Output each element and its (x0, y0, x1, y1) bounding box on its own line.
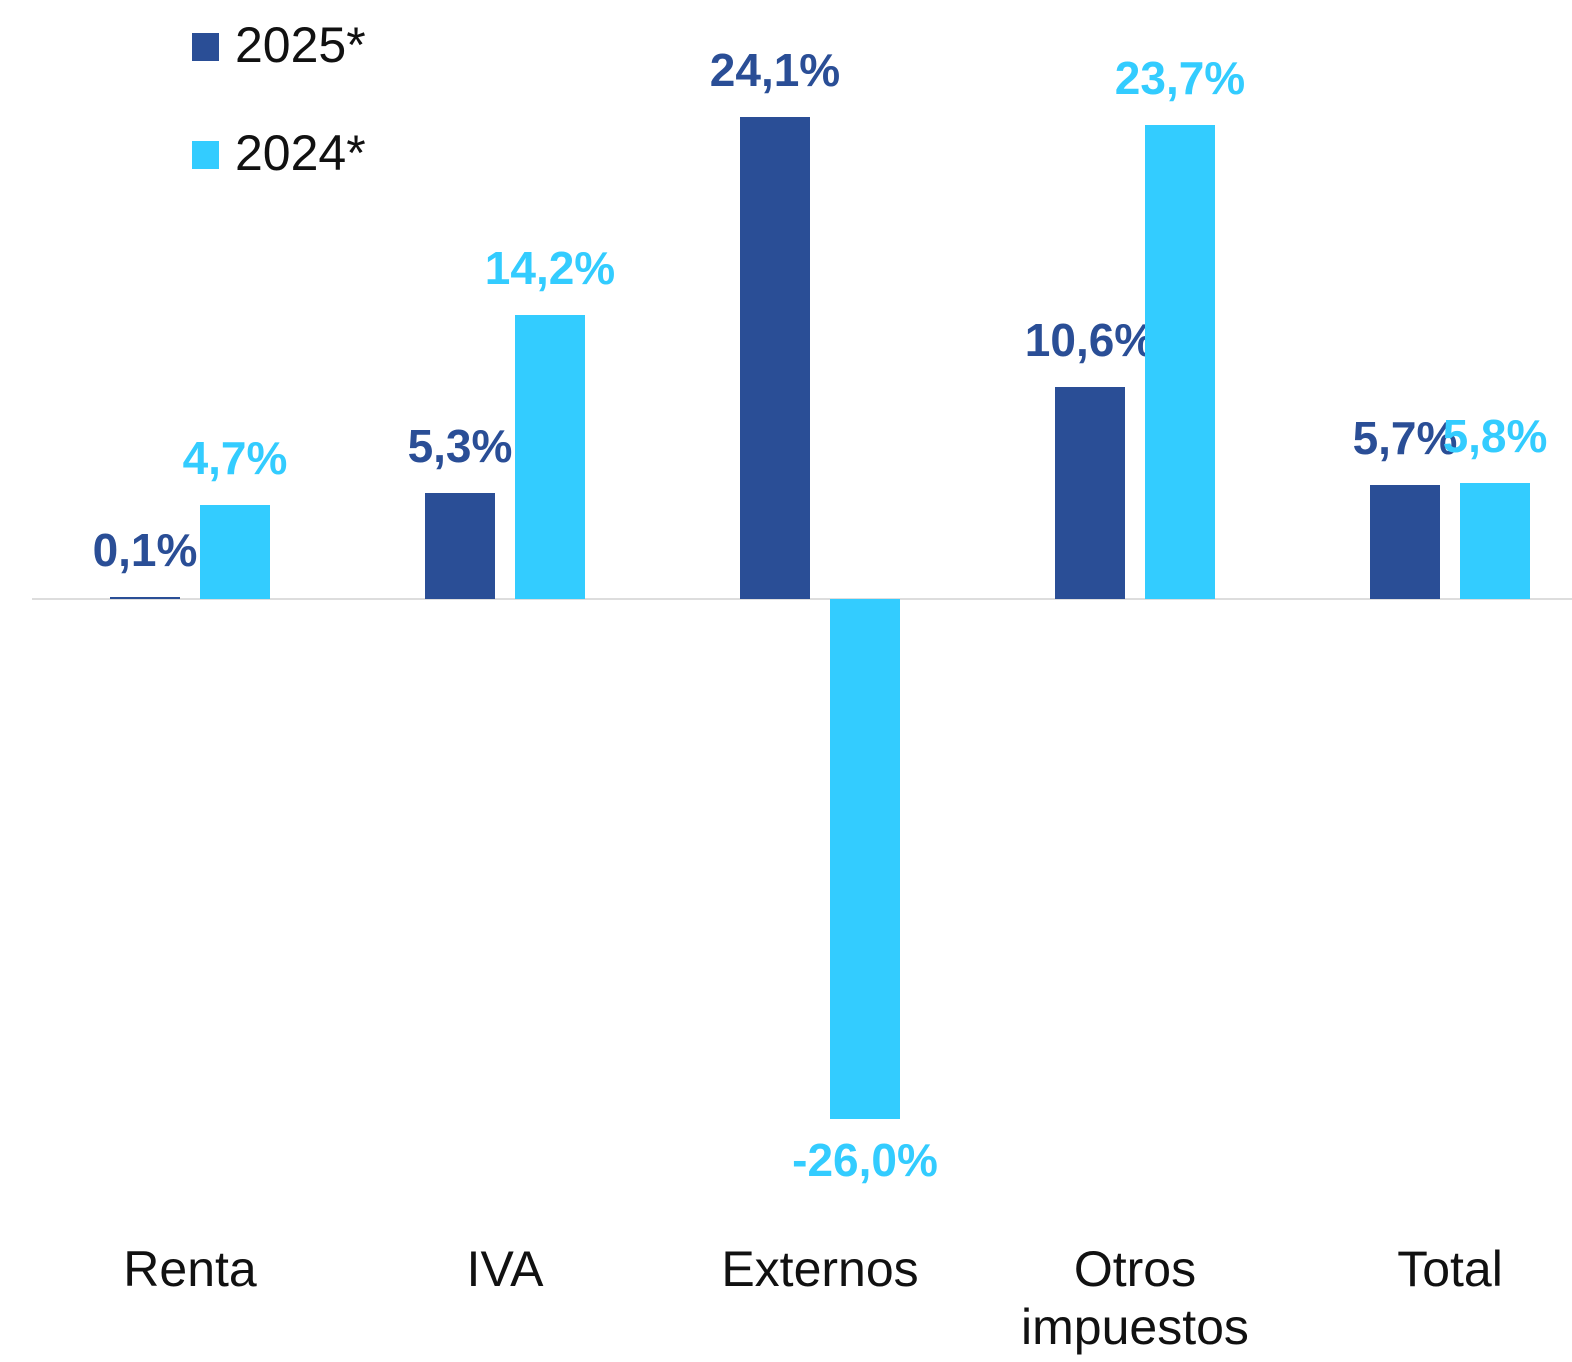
bar (1055, 387, 1125, 599)
bar (110, 597, 180, 599)
bar (515, 315, 585, 599)
bar (1370, 485, 1440, 599)
value-label: 4,7% (183, 432, 288, 484)
value-label: 5,3% (408, 420, 513, 472)
legend-label: 2024* (235, 125, 366, 181)
legend-label: 2025* (235, 17, 366, 73)
x-tick-label: Otros impuestos (1021, 1241, 1249, 1355)
value-label: 5,7% (1353, 412, 1458, 464)
bar (740, 117, 810, 599)
x-tick-label: IVA (466, 1241, 544, 1297)
x-tick-label: Externos (721, 1241, 919, 1297)
x-tick-label: Renta (123, 1241, 257, 1297)
value-label: 0,1% (93, 524, 198, 576)
value-label: 23,7% (1115, 52, 1245, 104)
bar (1145, 125, 1215, 599)
bar (425, 493, 495, 599)
legend-swatch (192, 33, 219, 61)
legend-swatch (192, 141, 219, 169)
value-label: 10,6% (1025, 314, 1155, 366)
bar (1460, 483, 1530, 599)
bar (200, 505, 270, 599)
bar (830, 599, 900, 1119)
value-label: 5,8% (1443, 410, 1548, 462)
value-label: 24,1% (710, 44, 840, 96)
value-label: -26,0% (792, 1134, 938, 1186)
x-tick-label: Total (1397, 1241, 1503, 1297)
value-label: 14,2% (485, 242, 615, 294)
